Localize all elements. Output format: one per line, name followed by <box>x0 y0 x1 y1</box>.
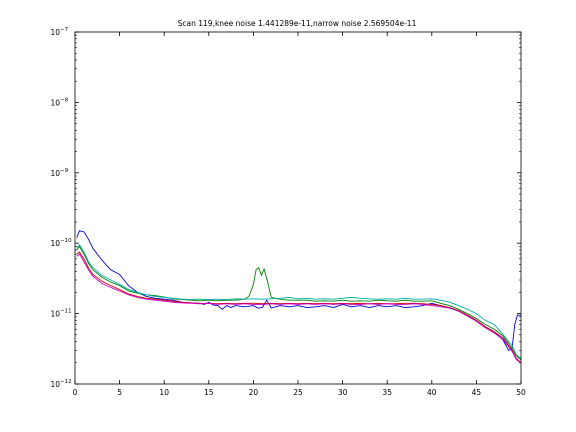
y-tick-label: 10 <box>50 310 60 319</box>
x-tick-label: 35 <box>382 388 392 397</box>
series-line-3 <box>76 251 522 364</box>
x-tick-label: 20 <box>249 388 259 397</box>
x-axis: 0 5 10 15 20 25 30 35 40 45 50 <box>73 32 526 397</box>
y-tick-label: 10 <box>50 169 60 178</box>
y-tick-exponent: −8 <box>60 97 69 103</box>
series-line-4 <box>76 243 522 359</box>
y-tick-label: 10 <box>50 28 60 37</box>
y-tick-exponent: −11 <box>60 309 72 315</box>
y-tick-label: 10 <box>50 239 60 248</box>
y-tick-label: 10 <box>50 98 60 107</box>
x-tick-label: 45 <box>472 388 482 397</box>
x-tick-label: 10 <box>159 388 169 397</box>
x-tick-label: 30 <box>338 388 348 397</box>
y-tick-exponent: −7 <box>60 27 69 33</box>
y-tick-label: 10 <box>50 380 60 389</box>
series-line-5 <box>76 253 522 364</box>
y-tick-exponent: −10 <box>60 238 72 244</box>
x-tick-label: 50 <box>516 388 526 397</box>
y-tick-exponent: −12 <box>60 379 72 385</box>
series-layer <box>76 230 522 364</box>
chart-title: Scan 119,knee noise 1.441289e-11,narrow … <box>178 19 417 28</box>
x-tick-label: 15 <box>204 388 214 397</box>
y-tick-exponent: −9 <box>60 168 69 174</box>
x-tick-label: 40 <box>427 388 437 397</box>
x-tick-label: 0 <box>73 388 78 397</box>
x-tick-label: 5 <box>117 388 122 397</box>
x-tick-label: 25 <box>293 388 303 397</box>
